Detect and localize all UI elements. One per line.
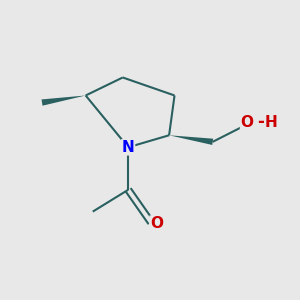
Text: O: O [150, 216, 163, 231]
Text: N: N [122, 140, 135, 155]
Text: O: O [241, 115, 254, 130]
Text: -: - [257, 113, 264, 131]
Polygon shape [41, 95, 86, 106]
Text: H: H [265, 115, 278, 130]
Polygon shape [169, 135, 213, 145]
